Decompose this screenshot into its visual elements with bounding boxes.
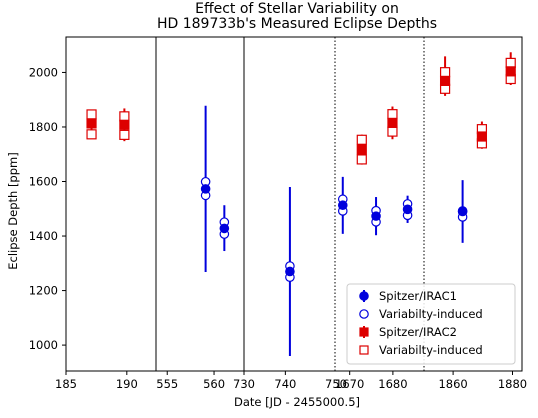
square-marker: [119, 111, 130, 122]
chart-title-line-2: HD 189733b's Measured Eclipse Depths: [157, 16, 437, 32]
y-tick-label: 2000: [29, 65, 58, 79]
plot-frame: [65, 36, 523, 372]
legend-marker: [359, 327, 369, 337]
y-tick-label: 1000: [29, 338, 58, 352]
square-marker: [505, 57, 516, 69]
circle-marker: [457, 206, 468, 217]
plot-area: 1000 1200 1400 1600 1800 2000 185 190 555 560 730 7…: [29, 36, 527, 391]
circle-marker: [219, 223, 230, 234]
square-marker: [505, 66, 516, 77]
square-marker: [387, 117, 398, 128]
legend-label: Variabilty-induced: [379, 343, 483, 357]
circle-marker: [371, 211, 381, 221]
legend-marker: [359, 291, 369, 301]
square-marker: [476, 131, 488, 142]
y-tick-label: 1800: [29, 120, 58, 134]
x-tick-label: 1670: [335, 377, 364, 391]
x-tick-label: 185: [55, 377, 77, 391]
x-tick-label: 1880: [498, 377, 527, 391]
legend-label: Spitzer/IRAC2: [379, 325, 457, 339]
square-marker: [387, 109, 398, 120]
chart-title-line-1: Effect of Stellar Variability on: [195, 1, 399, 17]
legend-marker: [359, 345, 369, 355]
x-tick-label: 560: [203, 377, 225, 391]
square-marker: [356, 154, 367, 165]
legend-label: Spitzer/IRAC1: [379, 289, 457, 303]
circle-marker: [285, 266, 295, 277]
square-marker: [119, 119, 130, 130]
square-marker: [86, 109, 97, 120]
x-tick-label: 750: [325, 377, 347, 391]
x-tick-label: 730: [233, 377, 255, 391]
x-tick-label: 1680: [378, 377, 407, 391]
square-marker: [86, 129, 97, 140]
x-axis-label: Date [JD - 2455000.5]: [234, 395, 360, 409]
x-tick-label: 1860: [438, 377, 467, 391]
y-tick-label: 1600: [29, 175, 58, 189]
y-tick-label: 1200: [29, 284, 58, 298]
square-marker: [356, 144, 367, 155]
legend-marker: [359, 309, 369, 319]
square-marker: [439, 67, 451, 78]
square-marker: [356, 134, 367, 145]
circle-marker: [402, 204, 413, 215]
circle-marker: [200, 184, 211, 194]
square-marker: [439, 75, 451, 86]
legend-label: Variabilty-induced: [379, 307, 483, 321]
x-tick-label: 190: [116, 377, 138, 391]
legend-box: [346, 283, 516, 365]
x-tick-label: 555: [156, 377, 178, 391]
square-marker: [387, 126, 398, 137]
y-axis-label: Eclipse Depth [ppm]: [6, 152, 20, 269]
square-marker: [86, 118, 97, 129]
square-marker: [119, 129, 130, 140]
legend: Spitzer/IRAC1 Variabilty-induced Spitzer/I…: [346, 283, 516, 365]
y-tick-label: 1400: [29, 229, 58, 243]
circle-marker: [337, 200, 348, 211]
x-tick-label: 740: [274, 377, 296, 391]
